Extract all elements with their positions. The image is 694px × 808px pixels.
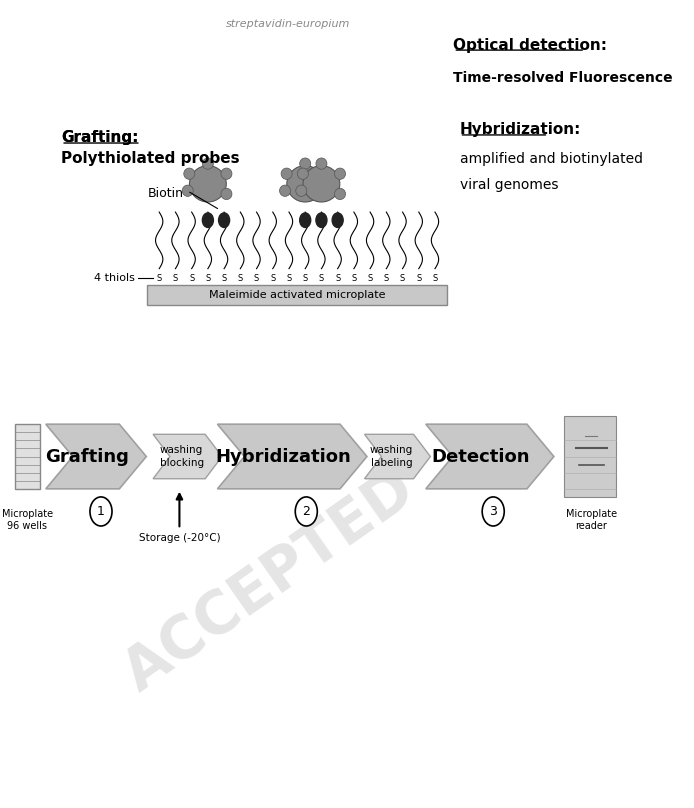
Text: viral genomes: viral genomes [459,179,558,192]
Ellipse shape [184,168,195,179]
Text: S: S [351,274,357,283]
Circle shape [203,213,213,228]
Ellipse shape [316,158,327,169]
Polygon shape [153,434,222,478]
Text: S: S [254,274,259,283]
Text: S: S [173,274,178,283]
Ellipse shape [221,168,232,179]
Text: S: S [157,274,162,283]
FancyBboxPatch shape [15,424,40,489]
Ellipse shape [280,185,291,196]
Ellipse shape [300,158,311,169]
Text: Detection: Detection [431,448,530,465]
Ellipse shape [335,188,346,200]
Text: 1: 1 [97,505,105,518]
Circle shape [482,497,505,526]
Circle shape [295,497,317,526]
Polygon shape [426,424,554,489]
Polygon shape [46,424,146,489]
Ellipse shape [221,188,232,200]
Text: S: S [335,274,340,283]
Text: 2: 2 [303,505,310,518]
Text: S: S [189,274,194,283]
Text: Microplate
96 wells: Microplate 96 wells [2,509,53,532]
Polygon shape [364,434,430,478]
Text: Maleimide activated microplate: Maleimide activated microplate [209,290,385,300]
Text: S: S [384,274,389,283]
Text: S: S [416,274,421,283]
Polygon shape [217,424,367,489]
Ellipse shape [281,168,292,179]
Text: S: S [270,274,276,283]
Text: S: S [221,274,227,283]
Ellipse shape [319,188,329,200]
Text: Polythiolated probes: Polythiolated probes [61,150,239,166]
Text: S: S [400,274,405,283]
Text: washing
blocking: washing blocking [160,445,204,468]
Text: Hybridization:: Hybridization: [459,122,581,137]
Text: S: S [367,274,373,283]
Ellipse shape [287,166,323,202]
Text: amplified and biotinylated: amplified and biotinylated [459,152,643,166]
Text: ACCEPTED: ACCEPTED [113,461,425,703]
FancyBboxPatch shape [564,416,616,497]
Text: S: S [303,274,308,283]
Ellipse shape [203,158,213,169]
Text: Grafting:: Grafting: [61,130,139,145]
Text: Biotin: Biotin [148,187,184,200]
Ellipse shape [303,166,340,202]
Text: streptavidin-europium: streptavidin-europium [226,19,350,29]
Ellipse shape [297,168,308,179]
Text: Optical detection:: Optical detection: [453,37,607,53]
FancyBboxPatch shape [147,284,447,305]
Circle shape [316,213,327,228]
Text: Microplate
reader: Microplate reader [566,509,617,532]
Text: 3: 3 [489,505,497,518]
Circle shape [90,497,112,526]
Circle shape [300,213,311,228]
Text: S: S [237,274,243,283]
Text: S: S [432,274,438,283]
Text: 4 thiols: 4 thiols [94,273,135,284]
Circle shape [332,213,343,228]
Circle shape [219,213,230,228]
Text: Grafting:: Grafting: [61,130,139,145]
Text: S: S [205,274,210,283]
Text: Hybridization: Hybridization [215,448,350,465]
Ellipse shape [319,168,329,179]
Ellipse shape [335,168,346,179]
Text: washing
labeling: washing labeling [370,445,413,468]
Ellipse shape [189,166,226,202]
Ellipse shape [183,185,193,196]
Text: Grafting: Grafting [44,448,128,465]
Text: Time-resolved Fluorescence: Time-resolved Fluorescence [453,71,673,85]
Text: S: S [287,274,291,283]
Ellipse shape [296,185,307,196]
Text: S: S [319,274,324,283]
Text: Storage (-20°C): Storage (-20°C) [139,533,220,543]
